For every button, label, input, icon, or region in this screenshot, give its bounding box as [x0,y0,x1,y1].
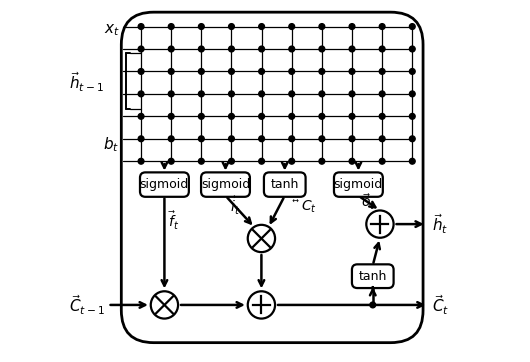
Circle shape [228,68,234,74]
Circle shape [138,24,144,29]
Circle shape [289,91,295,97]
Circle shape [409,68,415,74]
Circle shape [289,136,295,142]
Circle shape [379,158,385,164]
Circle shape [319,91,325,97]
Text: $\vec{h}_{t-1}$: $\vec{h}_{t-1}$ [68,70,103,94]
Circle shape [349,136,355,142]
Text: sigmoid: sigmoid [140,178,189,191]
Text: $\vec{f}_t$: $\vec{f}_t$ [168,210,179,232]
Circle shape [169,46,174,52]
Text: $\vec{o}_t$: $\vec{o}_t$ [361,193,376,212]
Circle shape [319,136,325,142]
Circle shape [289,68,295,74]
Circle shape [138,91,144,97]
Circle shape [138,136,144,142]
Circle shape [248,225,275,252]
Circle shape [259,46,264,52]
Circle shape [379,91,385,97]
Circle shape [379,46,385,52]
Circle shape [228,24,234,29]
Circle shape [319,24,325,29]
Circle shape [349,46,355,52]
Circle shape [319,46,325,52]
Circle shape [169,113,174,119]
Text: $x_t$: $x_t$ [103,22,119,38]
Circle shape [138,158,144,164]
Circle shape [228,136,234,142]
Circle shape [289,113,295,119]
Circle shape [198,46,204,52]
Text: $\overleftrightarrow{C}_t$: $\overleftrightarrow{C}_t$ [292,197,317,215]
Circle shape [228,91,234,97]
Circle shape [379,24,385,29]
Circle shape [349,24,355,29]
Circle shape [370,302,376,308]
Circle shape [228,158,234,164]
Circle shape [379,113,385,119]
FancyBboxPatch shape [334,172,383,197]
Circle shape [198,24,204,29]
Circle shape [169,91,174,97]
FancyBboxPatch shape [201,172,250,197]
Text: $b_t$: $b_t$ [103,136,119,155]
Circle shape [319,68,325,74]
Circle shape [259,24,264,29]
Circle shape [151,291,178,319]
Circle shape [259,158,264,164]
Circle shape [289,158,295,164]
Circle shape [289,24,295,29]
Circle shape [169,24,174,29]
FancyBboxPatch shape [264,172,306,197]
Circle shape [379,136,385,142]
Circle shape [349,113,355,119]
Text: $\vec{C}_{t-1}$: $\vec{C}_{t-1}$ [69,293,105,317]
Circle shape [349,68,355,74]
Text: sigmoid: sigmoid [334,178,383,191]
Circle shape [259,91,264,97]
Text: $\vec{i}_t$: $\vec{i}_t$ [229,195,240,217]
Circle shape [409,113,415,119]
Circle shape [259,136,264,142]
Text: tanh: tanh [271,178,299,191]
Circle shape [169,158,174,164]
Circle shape [349,91,355,97]
FancyBboxPatch shape [352,264,394,288]
Circle shape [409,24,415,29]
Circle shape [366,210,394,238]
Circle shape [259,68,264,74]
Text: tanh: tanh [359,270,387,283]
Circle shape [409,46,415,52]
Circle shape [198,136,204,142]
Circle shape [409,91,415,97]
Circle shape [379,68,385,74]
Circle shape [409,158,415,164]
Circle shape [198,91,204,97]
Circle shape [349,158,355,164]
Circle shape [138,68,144,74]
Circle shape [198,158,204,164]
Circle shape [228,46,234,52]
Circle shape [289,46,295,52]
Circle shape [228,113,234,119]
FancyBboxPatch shape [140,172,189,197]
Circle shape [169,68,174,74]
Circle shape [319,113,325,119]
Text: sigmoid: sigmoid [201,178,250,191]
Circle shape [138,46,144,52]
Circle shape [248,291,275,319]
Circle shape [259,113,264,119]
Circle shape [319,158,325,164]
Circle shape [198,68,204,74]
FancyBboxPatch shape [121,12,423,343]
Text: $\vec{h}_t$: $\vec{h}_t$ [432,212,448,236]
Circle shape [409,136,415,142]
Text: $\vec{C}_t$: $\vec{C}_t$ [432,293,449,317]
Circle shape [198,113,204,119]
Circle shape [169,136,174,142]
Circle shape [138,113,144,119]
